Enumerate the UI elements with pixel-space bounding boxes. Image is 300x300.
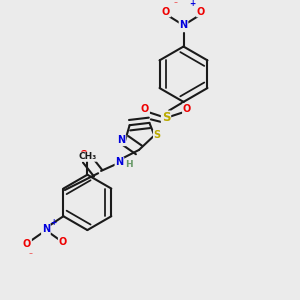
Text: O: O	[59, 238, 67, 248]
Text: O: O	[80, 150, 88, 160]
Text: N: N	[179, 20, 188, 30]
Text: O: O	[141, 104, 149, 114]
Text: CH₃: CH₃	[78, 152, 97, 161]
Text: O: O	[23, 239, 31, 249]
Text: O: O	[197, 7, 205, 16]
Text: ⁻: ⁻	[29, 250, 33, 260]
Text: O: O	[162, 7, 170, 16]
Text: +: +	[50, 218, 56, 226]
Text: O: O	[183, 104, 191, 114]
Text: N: N	[115, 158, 124, 167]
Text: N: N	[117, 135, 125, 145]
Text: S: S	[154, 130, 161, 140]
Text: +: +	[190, 0, 196, 8]
Text: N: N	[42, 224, 50, 234]
Text: H: H	[125, 160, 133, 169]
Text: S: S	[162, 111, 170, 124]
Text: ⁻: ⁻	[173, 0, 177, 8]
